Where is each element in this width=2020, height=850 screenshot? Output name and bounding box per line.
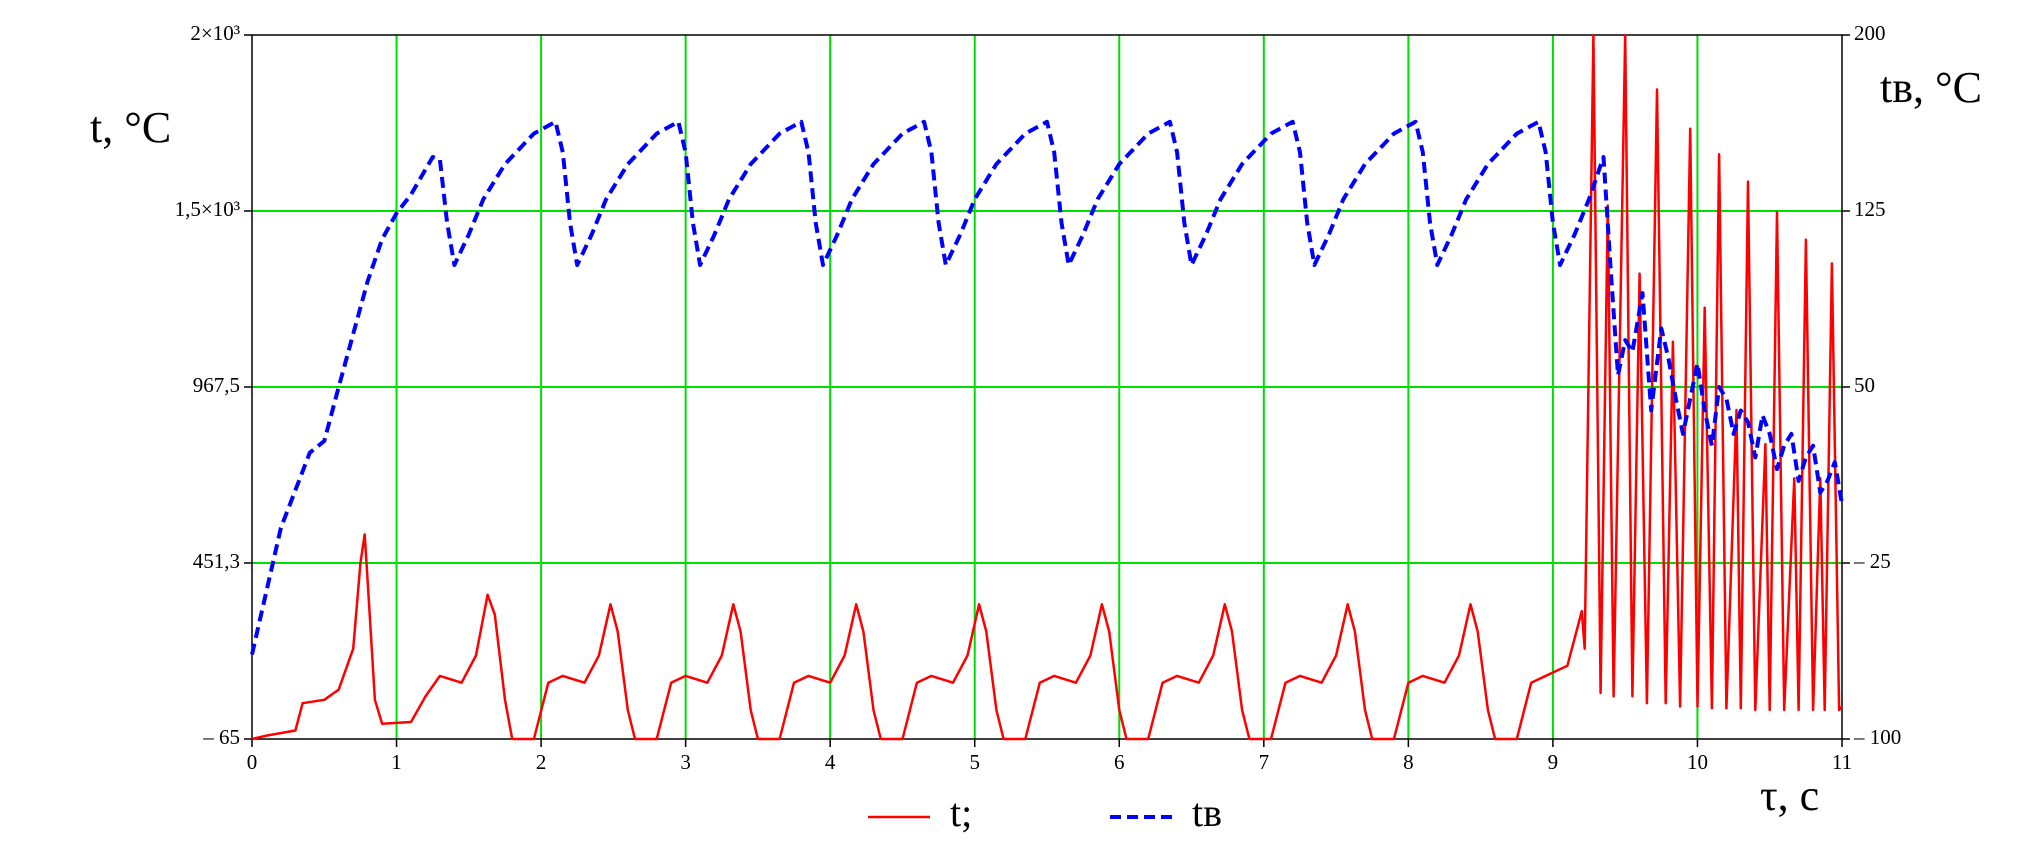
x-tick-label: 5 xyxy=(969,750,980,774)
x-tick-label: 4 xyxy=(825,750,836,774)
y-tick-label: – 65 xyxy=(202,725,240,749)
y-tick-label: 1,5×10³ xyxy=(175,197,240,221)
legend-label: t; xyxy=(950,790,972,835)
x-tick-label: 1 xyxy=(391,750,402,774)
x-tick-label: 3 xyxy=(680,750,691,774)
y2-tick-label: – 25 xyxy=(1853,549,1891,573)
legend-label: tв xyxy=(1192,790,1222,835)
x-tick-label: 9 xyxy=(1548,750,1559,774)
x-tick-label: 10 xyxy=(1687,750,1708,774)
y-tick-label: 451,3 xyxy=(193,549,240,573)
y2-tick-label: 125 xyxy=(1854,197,1886,221)
x-tick-label: 2 xyxy=(536,750,547,774)
x-tick-label: 6 xyxy=(1114,750,1125,774)
y-tick-label: 2×10³ xyxy=(190,21,240,45)
y2-tick-label: 200 xyxy=(1854,21,1886,45)
y2-tick-label: 50 xyxy=(1854,373,1875,397)
series-line xyxy=(251,33,1843,741)
x-tick-label: 11 xyxy=(1832,750,1852,774)
y2-axis-label: tв, °C xyxy=(1880,63,1982,112)
y2-tick-label: – 100 xyxy=(1853,725,1901,749)
y-axis-label: t, °C xyxy=(90,103,171,152)
x-tick-label: 0 xyxy=(247,750,258,774)
plot-frame xyxy=(251,34,1843,740)
x-tick-label: 7 xyxy=(1259,750,1270,774)
x-axis-label: τ, с xyxy=(1760,771,1819,820)
y-tick-label: 967,5 xyxy=(193,373,240,397)
series-line xyxy=(250,119,1844,655)
x-tick-label: 8 xyxy=(1403,750,1414,774)
